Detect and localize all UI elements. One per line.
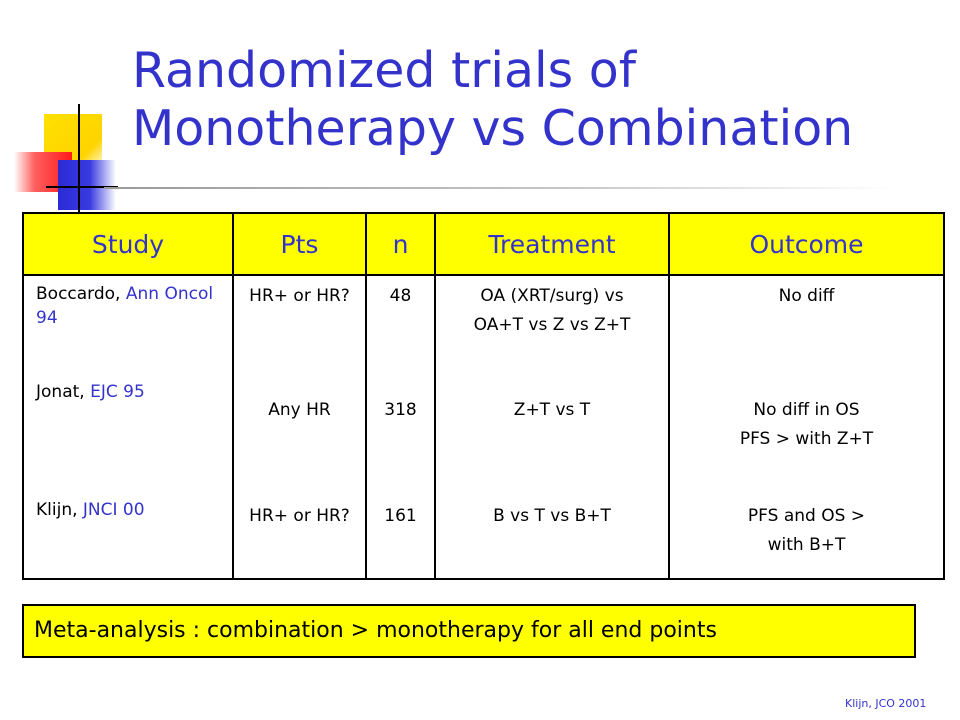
header-pts: Pts [232,212,367,276]
outcome-line: PFS > with Z+T [739,429,874,449]
outcome-line: No diff [778,286,835,306]
outcome-entry-3: PFS and OS > with B+T [670,502,943,560]
slide-title: Randomized trials of Monotherapy vs Comb… [132,42,932,158]
n-entry-2: 318 [384,400,417,420]
meta-analysis-box: Meta-analysis : combination > monotherap… [22,604,916,658]
n-entry-1: 48 [389,286,412,306]
study-author: Jonat, [36,382,85,402]
n-entry-3: 161 [384,506,417,526]
study-author: Klijn, [36,500,78,520]
outcome-entry-2: No diff in OS PFS > with Z+T [670,396,943,454]
slide-title-line-2: Monotherapy vs Combination [132,100,854,157]
table-body-row: Boccardo, Ann Oncol 94 Jonat, EJC 95 Kli… [22,274,945,580]
decorative-blue-square [58,160,116,210]
decorative-horizontal-line [46,186,118,188]
treatment-line: OA (XRT/surg) vs [480,286,624,306]
treatment-entry-1: OA (XRT/surg) vs OA+T vs Z vs Z+T [436,282,668,340]
citation-footnote: Klijn, JCO 2001 [845,697,927,710]
study-source: EJC 95 [90,382,145,402]
pts-cell: HR+ or HR? Any HR HR+ or HR? [232,274,367,580]
study-source: Ann Oncol 94 [36,284,214,328]
treatment-line: B vs T vs B+T [493,506,611,526]
n-cell: 48 318 161 [365,274,436,580]
header-outcome: Outcome [668,212,945,276]
header-treatment: Treatment [434,212,670,276]
treatment-entry-3: B vs T vs B+T [436,502,668,531]
outcome-line: with B+T [767,535,846,555]
trials-table: Study Pts n Treatment Outcome Boccardo, … [22,212,945,580]
header-study: Study [22,212,234,276]
study-cell: Boccardo, Ann Oncol 94 Jonat, EJC 95 Kli… [22,274,234,580]
study-author: Boccardo, [36,284,121,304]
outcome-line: PFS and OS > [747,506,866,526]
study-entry-1: Boccardo, Ann Oncol 94 [24,282,232,330]
decorative-vertical-line [78,104,80,214]
pts-entry-1: HR+ or HR? [249,286,350,306]
slide-title-line-1: Randomized trials of [132,42,636,99]
study-entry-2: Jonat, EJC 95 [24,380,232,404]
outcome-cell: No diff No diff in OS PFS > with Z+T PFS… [668,274,945,580]
title-underline [104,187,894,189]
outcome-entry-1: No diff [670,282,943,311]
table-header-row: Study Pts n Treatment Outcome [22,212,945,276]
outcome-line: No diff in OS [753,400,860,420]
treatment-line: Z+T vs T [513,400,591,420]
pts-entry-2: Any HR [268,400,331,420]
header-n: n [365,212,436,276]
study-entry-3: Klijn, JNCI 00 [24,498,232,522]
pts-entry-3: HR+ or HR? [249,506,350,526]
treatment-line: OA+T vs Z vs Z+T [473,315,631,335]
treatment-entry-2: Z+T vs T [436,396,668,425]
study-source: JNCI 00 [82,500,145,520]
treatment-cell: OA (XRT/surg) vs OA+T vs Z vs Z+T Z+T vs… [434,274,670,580]
